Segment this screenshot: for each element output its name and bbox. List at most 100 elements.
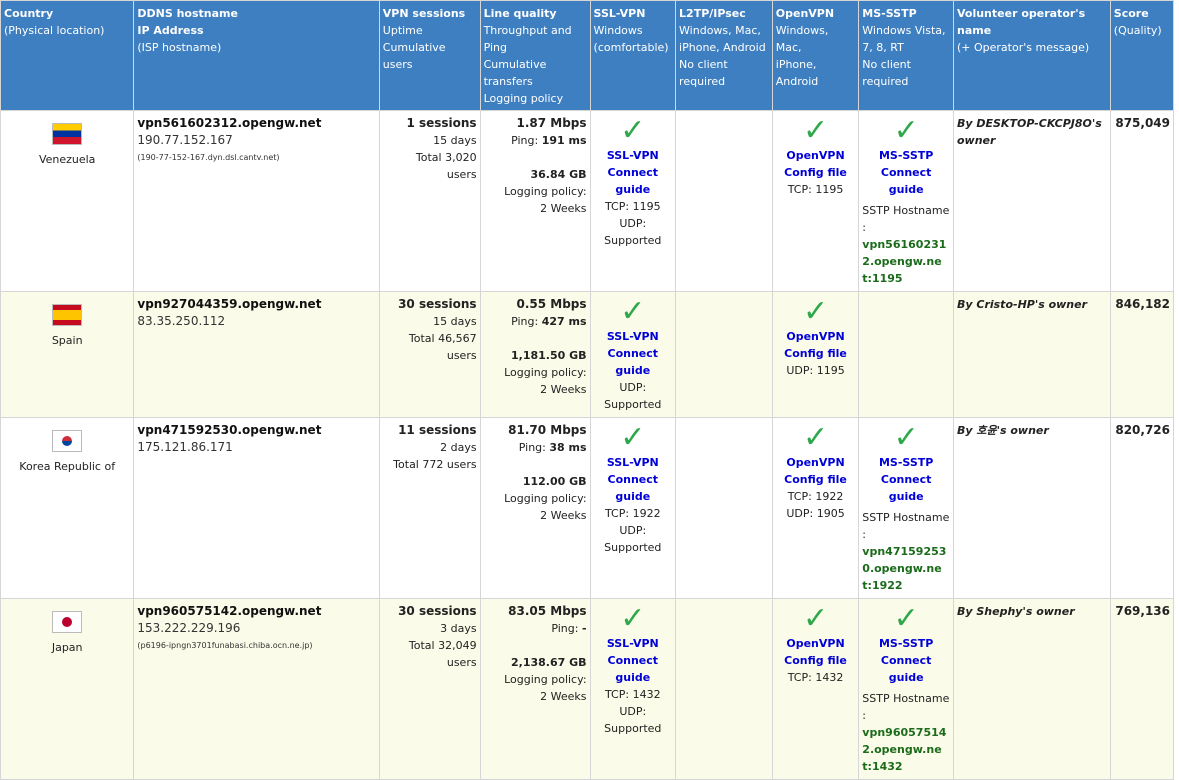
spain-flag-icon — [52, 304, 83, 326]
openvpn-config-link[interactable]: Config file — [784, 166, 847, 179]
sslvpn-link[interactable]: SSL-VPN — [606, 149, 659, 162]
header-score: Score (Quality) — [1110, 1, 1173, 110]
score-cell: 820,726 — [1110, 418, 1173, 598]
logging-label: Logging policy: — [504, 673, 587, 686]
sstp-hostname: vpn471592530.opengw.net:1922 — [862, 545, 947, 592]
sstp-label: SSTP Hostname : — [862, 692, 950, 722]
openvpn-cell: ✓ OpenVPN Config file TCP: 1432 — [772, 599, 859, 779]
sslvpn-guide-link[interactable]: Connect guide — [607, 347, 659, 377]
sstp-hostname: vpn960575142.opengw.net:1432 — [862, 726, 947, 773]
session-count: 1 sessions — [406, 116, 477, 130]
cumulative-users: Total 46,567 users — [408, 332, 477, 362]
header-sessions: VPN sessions Uptime Cumulative users — [379, 1, 480, 110]
ovpn-port: UDP: 1905 — [786, 507, 845, 520]
check-icon: ✓ — [802, 420, 829, 455]
table-row: Venezuela vpn561602312.opengw.net 190.77… — [1, 111, 1173, 291]
sstp-label: SSTP Hostname : — [862, 511, 950, 541]
sslvpn-link[interactable]: SSL-VPN — [606, 330, 659, 343]
mssstp-cell: ✓ MS-SSTP Connect guide SSTP Hostname : … — [859, 111, 953, 291]
check-icon: ✓ — [893, 420, 919, 455]
check-icon: ✓ — [620, 113, 646, 148]
host-cell: vpn561602312.opengw.net 190.77.152.167 (… — [134, 111, 379, 291]
openvpn-link[interactable]: OpenVPN — [786, 456, 845, 469]
ssl-udp: UDP: Supported — [604, 217, 662, 247]
sslvpn-guide-link[interactable]: Connect guide — [607, 654, 659, 684]
header-l2tp: L2TP/IPsec Windows, Mac, iPhone, Android No… — [676, 1, 772, 110]
ip-address: 175.121.86.171 — [137, 440, 233, 454]
ping: Ping: 427 ms — [511, 315, 587, 328]
check-icon: ✓ — [893, 113, 919, 148]
mssstp-link[interactable]: MS-SSTP — [878, 456, 934, 469]
logging-policy: 2 Weeks — [540, 202, 587, 215]
openvpn-config-link[interactable]: Config file — [784, 347, 847, 360]
table-row: Spain vpn927044359.opengw.net 83.35.250.… — [1, 292, 1173, 417]
sstp-hostname: vpn561602312.opengw.net:1195 — [862, 238, 947, 285]
host-cell: vpn471592530.opengw.net 175.121.86.171 — [134, 418, 379, 598]
ping: Ping: 191 ms — [511, 134, 587, 147]
operator-name: By 호윤's owner — [956, 424, 1049, 437]
transfer: 2,138.67 GB — [511, 656, 587, 669]
operator-cell: By Shephy's owner — [953, 599, 1110, 779]
transfer: 1,181.50 GB — [511, 349, 587, 362]
check-icon: ✓ — [802, 113, 829, 148]
openvpn-config-link[interactable]: Config file — [784, 473, 847, 486]
operator-cell: By Cristo-HP's owner — [953, 292, 1110, 417]
isp-hostname: (190-77-152-167.dyn.dsl.cantv.net) — [137, 153, 280, 162]
country-cell: Japan — [1, 599, 134, 779]
isp-hostname: (p6196-ipngn3701funabasi.chiba.ocn.ne.jp… — [137, 641, 313, 650]
l2tp-cell — [676, 111, 772, 291]
ddns-hostname: vpn561602312.opengw.net — [137, 116, 322, 130]
check-icon: ✓ — [802, 294, 829, 329]
ssl-udp: UDP: Supported — [604, 524, 662, 554]
mssstp-link[interactable]: MS-SSTP — [878, 637, 934, 650]
openvpn-cell: ✓ OpenVPN Config file UDP: 1195 — [772, 292, 859, 417]
sslvpn-cell: ✓ SSL-VPN Connect guide TCP: 1922 UDP: S… — [590, 418, 676, 598]
openvpn-config-link[interactable]: Config file — [784, 654, 847, 667]
operator-name: By Cristo-HP's owner — [956, 298, 1088, 311]
logging-label: Logging policy: — [504, 185, 587, 198]
l2tp-cell — [676, 292, 772, 417]
score-cell: 769,136 — [1110, 599, 1173, 779]
table-row: Japan vpn960575142.opengw.net 153.222.22… — [1, 599, 1173, 779]
mssstp-guide-link[interactable]: Connect guide — [880, 473, 932, 503]
mssstp-link[interactable]: MS-SSTP — [878, 149, 934, 162]
country-name: Spain — [51, 334, 83, 347]
country-cell: Venezuela — [1, 111, 134, 291]
check-icon: ✓ — [620, 420, 646, 455]
sslvpn-guide-link[interactable]: Connect guide — [607, 166, 659, 196]
header-country: Country (Physical location) — [1, 1, 134, 110]
session-count: 30 sessions — [398, 297, 477, 311]
mssstp-guide-link[interactable]: Connect guide — [880, 654, 932, 684]
l2tp-cell — [676, 599, 772, 779]
sslvpn-link[interactable]: SSL-VPN — [606, 637, 659, 650]
mssstp-cell: ✓ MS-SSTP Connect guide SSTP Hostname : … — [859, 599, 953, 779]
openvpn-link[interactable]: OpenVPN — [786, 330, 845, 343]
sessions-cell: 30 sessions 15 days Total 46,567 users — [379, 292, 480, 417]
ssl-tcp: TCP: 1195 — [604, 200, 661, 213]
openvpn-cell: ✓ OpenVPN Config file TCP: 1922 UDP: 190… — [772, 418, 859, 598]
header-ddns: DDNS hostname IP Address (ISP hostname) — [134, 1, 379, 110]
logging-policy: 2 Weeks — [540, 509, 587, 522]
ssl-udp: UDP: Supported — [604, 705, 662, 735]
logging-policy: 2 Weeks — [540, 383, 587, 396]
ddns-hostname: vpn471592530.opengw.net — [137, 423, 322, 437]
country-cell: Spain — [1, 292, 134, 417]
openvpn-link[interactable]: OpenVPN — [786, 637, 845, 650]
score-cell: 875,049 — [1110, 111, 1173, 291]
venezuela-flag-icon — [52, 123, 83, 145]
openvpn-link[interactable]: OpenVPN — [786, 149, 845, 162]
ip-address: 83.35.250.112 — [137, 314, 226, 328]
ssl-udp: UDP: Supported — [604, 381, 662, 411]
check-icon: ✓ — [620, 294, 646, 329]
ovpn-port: UDP: 1195 — [786, 364, 845, 377]
score-cell: 846,182 — [1110, 292, 1173, 417]
sslvpn-guide-link[interactable]: Connect guide — [607, 473, 659, 503]
mssstp-guide-link[interactable]: Connect guide — [880, 166, 932, 196]
header-mssstp: MS-SSTP Windows Vista, 7, 8, RT No client r… — [859, 1, 953, 110]
japan-flag-icon — [52, 611, 83, 633]
sslvpn-link[interactable]: SSL-VPN — [606, 456, 659, 469]
ovpn-port: TCP: 1195 — [787, 183, 844, 196]
uptime: 15 days — [433, 315, 477, 328]
throughput: 81.70 Mbps — [508, 423, 587, 437]
